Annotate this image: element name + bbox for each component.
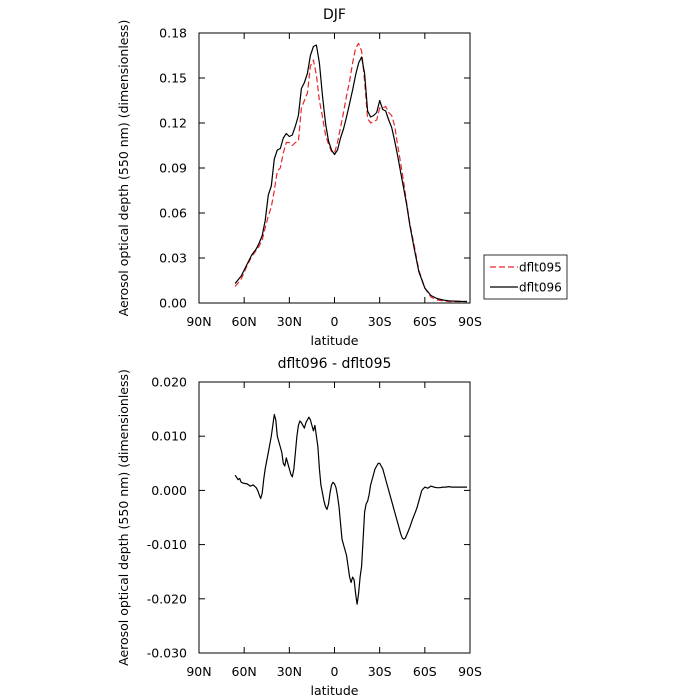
x-tick-label: 60N bbox=[232, 664, 257, 679]
y-tick-label: -0.020 bbox=[147, 591, 187, 606]
legend-label-dflt095: dflt095 bbox=[519, 261, 562, 275]
x-axis-label: latitude bbox=[311, 683, 359, 698]
series-dflt096-line bbox=[234, 44, 468, 303]
x-tick-label: 90N bbox=[186, 664, 211, 679]
y-tick-label: 0.03 bbox=[159, 251, 187, 266]
y-tick-label: 0.000 bbox=[151, 483, 187, 498]
chart-title: dflt096 - dflt095 bbox=[278, 356, 392, 372]
legend-label-dflt096: dflt096 bbox=[519, 281, 562, 295]
y-tick-label: 0.15 bbox=[159, 71, 187, 86]
x-tick-label: 30N bbox=[277, 664, 302, 679]
series-dflt095-line bbox=[234, 42, 467, 303]
x-tick-label: 60S bbox=[413, 314, 437, 329]
legend-box bbox=[483, 254, 568, 300]
y-axis-label: Aerosol optical depth (550 nm) (dimensio… bbox=[116, 369, 131, 666]
y-tick-label: 0.06 bbox=[159, 206, 187, 221]
y-tick-label: 0.00 bbox=[159, 296, 187, 311]
chart-title: DJF bbox=[323, 7, 346, 23]
bottom-panel: 90N 60N 30N 0 30S 60S 90S -0.030 -0.020 -0.010 0.0… bbox=[116, 356, 482, 698]
top-panel: 90N 60N 30N 0 30S 60S 90S 0.00 0.03 0.06 0.09 0.12 0… bbox=[116, 7, 568, 348]
x-tick-label: 60S bbox=[413, 664, 437, 679]
x-axis-label: latitude bbox=[311, 333, 359, 348]
x-tick-label: 30N bbox=[277, 314, 302, 329]
plot-frame bbox=[198, 32, 471, 304]
x-tick-label: 30S bbox=[368, 664, 392, 679]
x-tick-label: 60N bbox=[232, 314, 257, 329]
x-tick-label: 90N bbox=[186, 314, 211, 329]
x-tick-label: 30S bbox=[368, 314, 392, 329]
y-tick-label: -0.030 bbox=[147, 646, 187, 661]
x-tick-label: 90S bbox=[458, 314, 482, 329]
plot-frame bbox=[198, 381, 471, 654]
x-tick-label: 90S bbox=[458, 664, 482, 679]
y-tick-label: 0.12 bbox=[159, 116, 187, 131]
y-axis-label: Aerosol optical depth (550 nm) (dimensio… bbox=[116, 20, 131, 317]
y-tick-label: 0.09 bbox=[159, 161, 187, 176]
x-tick-label: 0 bbox=[331, 664, 339, 679]
y-tick-label: 0.18 bbox=[159, 26, 187, 41]
y-tick-label: -0.010 bbox=[147, 537, 187, 552]
x-tick-label: 0 bbox=[331, 314, 339, 329]
difference-series-line bbox=[234, 413, 467, 605]
y-tick-label: 0.020 bbox=[151, 375, 187, 390]
y-tick-label: 0.010 bbox=[151, 429, 187, 444]
